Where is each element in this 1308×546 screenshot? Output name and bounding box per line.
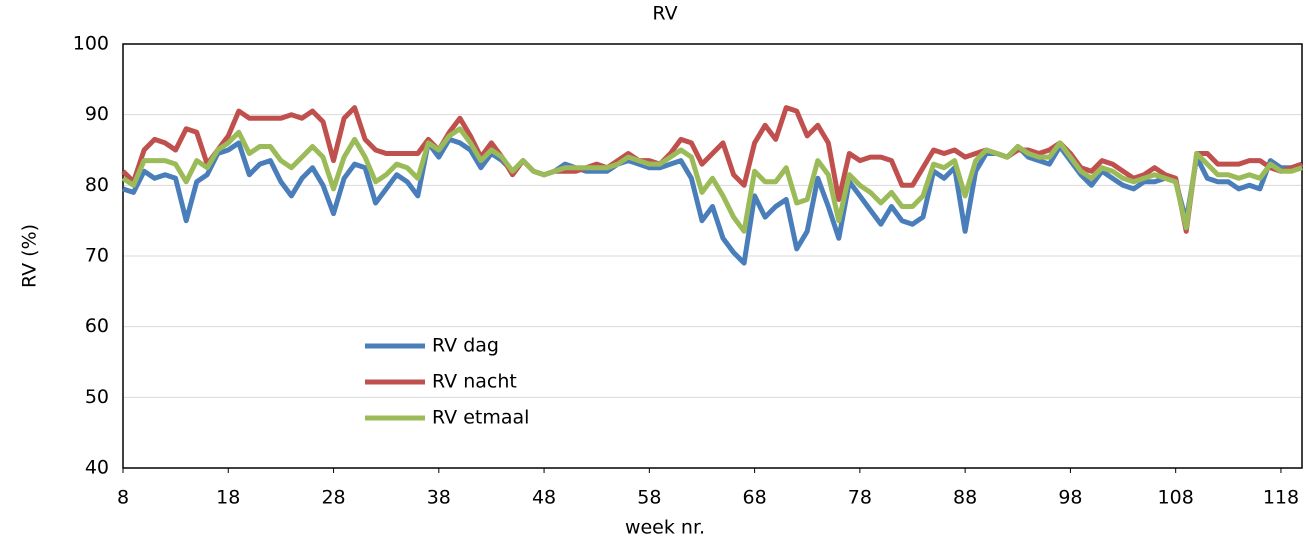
x-tick-label: 78 — [848, 487, 872, 509]
data-line — [122, 136, 1303, 266]
y-tick-label: 60 — [85, 315, 109, 337]
y-tick-label: 90 — [85, 103, 109, 125]
x-tick-label: 18 — [216, 487, 240, 509]
legend-label: RV etmaal — [432, 407, 529, 429]
y-tick-label: 100 — [73, 33, 109, 55]
chart-title: RV — [652, 3, 677, 25]
x-tick-label: 98 — [1058, 487, 1082, 509]
plot-frame — [122, 43, 1303, 469]
legend-label: RV nacht — [432, 371, 517, 393]
x-tick-label: 48 — [532, 487, 556, 509]
x-tick-label: 68 — [743, 487, 767, 509]
x-tick-label: 28 — [321, 487, 345, 509]
x-tick-label: 38 — [427, 487, 451, 509]
y-tick-label: 80 — [85, 174, 109, 196]
x-axis-label: week nr. — [625, 517, 705, 539]
data-line — [121, 105, 1303, 234]
x-tick-label: 88 — [953, 487, 977, 509]
y-tick-label: 70 — [85, 245, 109, 267]
x-tick-label: 108 — [1158, 487, 1194, 509]
x-tick-label: 58 — [637, 487, 661, 509]
legend-label: RV dag — [432, 335, 499, 357]
x-tick-label: 118 — [1263, 487, 1299, 509]
x-tick-label: 8 — [117, 487, 129, 509]
y-axis-label: RV (%) — [19, 224, 41, 288]
y-tick-label: 50 — [85, 386, 109, 408]
data-line — [121, 126, 1303, 234]
y-tick-label: 40 — [85, 457, 109, 479]
